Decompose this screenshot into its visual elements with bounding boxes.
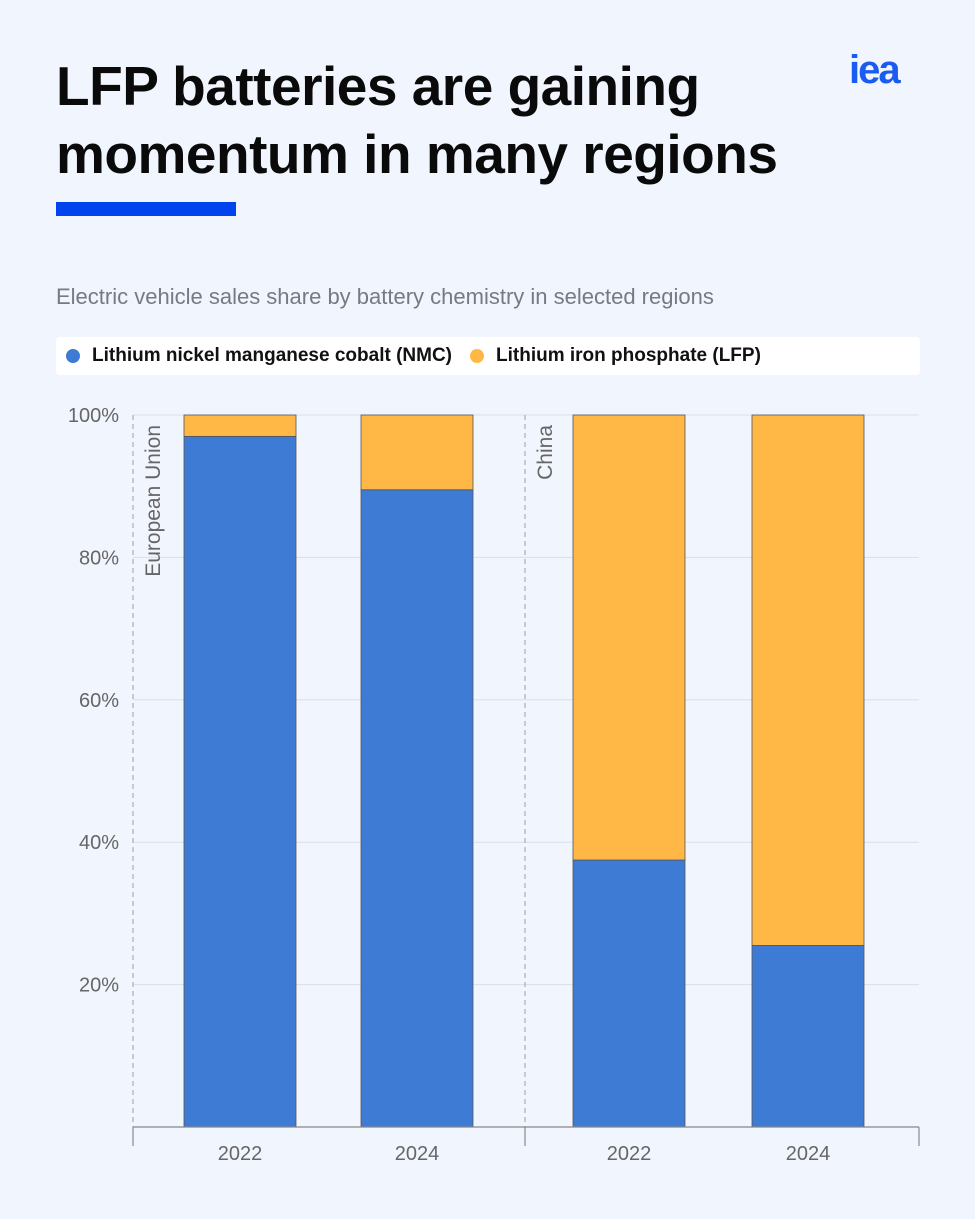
y-tick-label: 60%	[79, 690, 119, 712]
title-accent-bar	[56, 202, 236, 216]
x-tick-label: 2024	[786, 1143, 831, 1165]
y-tick-label: 80%	[79, 547, 119, 569]
bar-segment-lfp	[572, 414, 686, 861]
x-tick-label: 2022	[218, 1143, 263, 1165]
x-tick-label: 2024	[395, 1143, 440, 1165]
bar-segment-lfp	[751, 414, 865, 946]
y-tick-label: 40%	[79, 832, 119, 854]
x-tick-label: 2022	[607, 1143, 652, 1165]
legend: Lithium nickel manganese cobalt (NMC) Li…	[56, 337, 920, 375]
chart-title: LFP batteries are gaining momentum in ma…	[56, 55, 778, 185]
bar-segment-nmc	[751, 945, 865, 1128]
bar-segment-nmc	[183, 435, 297, 1128]
legend-label-nmc: Lithium nickel manganese cobalt (NMC)	[92, 345, 452, 366]
y-tick-label: 100%	[68, 405, 119, 427]
legend-item-nmc: Lithium nickel manganese cobalt (NMC)	[66, 345, 452, 367]
legend-swatch-lfp	[470, 349, 484, 363]
y-tick-label: 20%	[79, 975, 119, 997]
chart-subtitle: Electric vehicle sales share by battery …	[56, 284, 714, 309]
legend-swatch-nmc	[66, 349, 80, 363]
bar-segment-lfp	[360, 414, 474, 491]
region-label: European Union	[142, 425, 165, 577]
legend-label-lfp: Lithium iron phosphate (LFP)	[496, 345, 761, 366]
bar-segment-nmc	[572, 859, 686, 1128]
bar-segment-lfp	[183, 414, 297, 437]
iea-logo: iea	[849, 48, 901, 92]
region-label: China	[534, 425, 557, 480]
legend-item-lfp: Lithium iron phosphate (LFP)	[470, 345, 761, 367]
bar-segment-nmc	[360, 489, 474, 1128]
